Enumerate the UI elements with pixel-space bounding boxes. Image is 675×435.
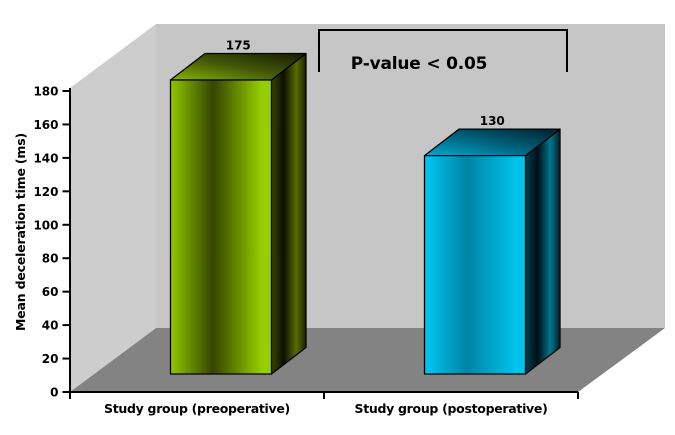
floor — [70, 328, 665, 392]
y-tick-label: 160 — [33, 118, 58, 132]
y-tick-label: 140 — [33, 151, 58, 165]
y-tick-label: 120 — [33, 185, 58, 199]
y-axis-title: Mean deceleration time (ms) — [13, 133, 28, 331]
y-tick-label: 0 — [50, 386, 58, 400]
bar-value-label: 175 — [226, 39, 251, 53]
y-tick-label: 100 — [33, 218, 58, 232]
bar-front-face — [169, 79, 273, 375]
bar-side-face — [270, 52, 307, 375]
bar-front-face — [423, 154, 527, 375]
bar-value-label: 130 — [480, 114, 505, 128]
x-category-label-preoperative: Study group (preoperative) — [104, 401, 290, 416]
significance-bracket — [318, 29, 568, 72]
y-tick-label: 40 — [42, 319, 59, 333]
pvalue-label: P-value < 0.05 — [351, 54, 487, 74]
y-tick-label: 180 — [33, 85, 58, 99]
bar-side-face — [524, 128, 561, 375]
x-category-label-postoperative: Study group (postoperative) — [355, 401, 548, 416]
y-tick-label: 60 — [42, 285, 59, 299]
y-tick-label: 20 — [42, 352, 59, 366]
plot-box — [70, 24, 665, 392]
x-axis — [69, 391, 579, 399]
bar-olive-green: 175 — [169, 39, 307, 375]
y-tick-label: 80 — [42, 252, 59, 266]
bar-cyan-blue: 130 — [423, 114, 561, 375]
y-axis: 0 20 40 60 80 100 120 140 160 180 — [33, 85, 71, 400]
bars: 175 130 — [169, 39, 561, 375]
left-wall — [70, 24, 156, 392]
significance-annotation: P-value < 0.05 — [318, 29, 568, 74]
